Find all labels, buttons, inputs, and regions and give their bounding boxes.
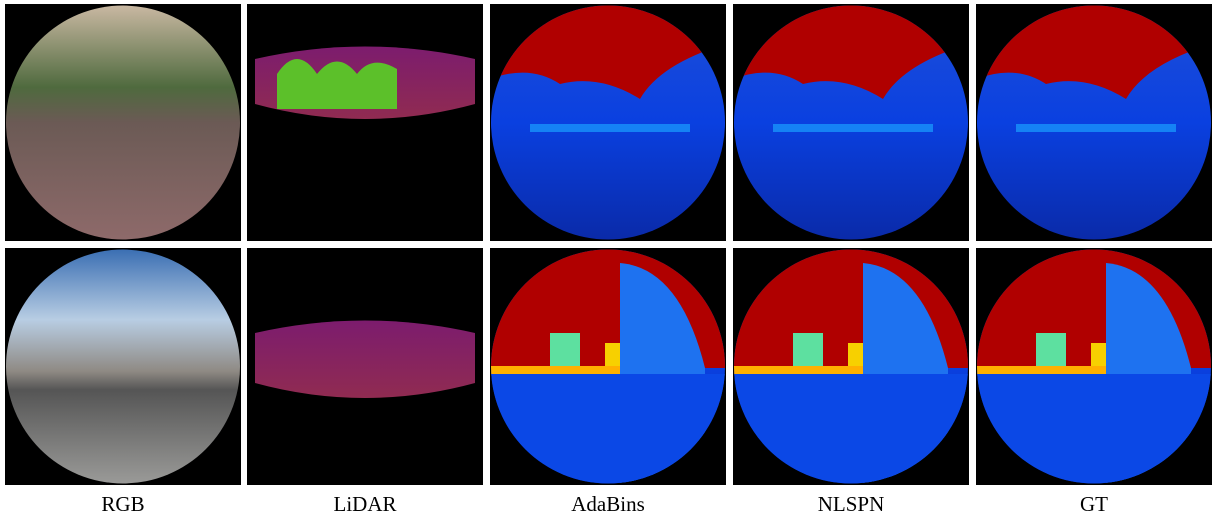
panels	[5, 4, 1212, 485]
image-panel	[247, 4, 483, 241]
image-panel	[976, 4, 1212, 241]
image-panel	[490, 4, 726, 241]
building-mid	[1036, 333, 1066, 371]
image-panel	[733, 248, 969, 485]
horizon	[976, 366, 1106, 374]
image-panel	[733, 4, 969, 241]
lidar-trees	[277, 59, 397, 109]
image-panel	[5, 4, 241, 241]
fisheye-photo	[6, 6, 240, 240]
image-panel	[490, 248, 726, 485]
horizon	[490, 366, 620, 374]
horizon	[773, 124, 933, 132]
column-label: NLSPN	[818, 492, 885, 516]
column-labels: RGB LiDAR AdaBins NLSPN GT	[101, 492, 1108, 516]
column-label: LiDAR	[334, 492, 397, 516]
panel-background	[247, 4, 483, 241]
image-panel	[976, 248, 1212, 485]
figure: RGB LiDAR AdaBins NLSPN GT	[0, 0, 1216, 523]
image-panel	[5, 248, 241, 485]
horizon	[1016, 124, 1176, 132]
column-label: RGB	[101, 492, 144, 516]
fisheye-photo	[6, 250, 240, 484]
building-mid	[550, 333, 580, 371]
building-mid	[793, 333, 823, 371]
horizon	[733, 366, 863, 374]
horizon	[530, 124, 690, 132]
image-panel	[247, 248, 483, 485]
lidar-scan	[255, 321, 475, 399]
column-label: GT	[1080, 492, 1108, 516]
column-label: AdaBins	[571, 492, 645, 516]
